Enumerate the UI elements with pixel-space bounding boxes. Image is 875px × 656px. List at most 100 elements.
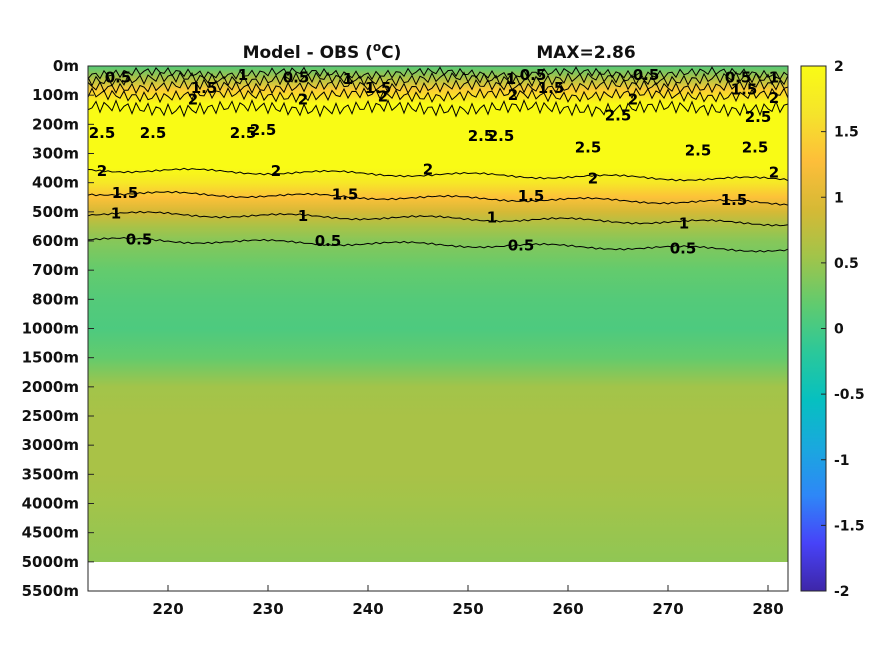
y-tick-label: 3000m — [22, 436, 79, 454]
contour-label: 2 — [423, 161, 433, 179]
contour-label: 2.5 — [488, 127, 515, 145]
y-tick-label: 800m — [32, 290, 79, 308]
contour-line — [87, 78, 789, 95]
colorbar-tick-label: 1.5 — [834, 125, 859, 141]
contour-label: 0.5 — [725, 69, 752, 87]
contour-lines — [87, 66, 789, 253]
contour-label: 1.5 — [721, 191, 748, 209]
contour-label: 2 — [298, 91, 308, 109]
y-tick-label: 400m — [32, 174, 79, 192]
contour-label: 2.5 — [250, 121, 277, 139]
contour-label: 1.5 — [112, 184, 139, 202]
colorbar-tick-label: -1 — [834, 453, 850, 469]
contour-label: 1.5 — [518, 187, 545, 205]
chart-title-text: Model - OBS (oC) — [243, 40, 402, 63]
contour-label: 2.5 — [745, 108, 772, 126]
contour-label: 2.5 — [575, 139, 602, 157]
y-tick-label: 2000m — [22, 378, 79, 396]
contour-label: 2 — [588, 169, 598, 187]
contour-line — [87, 87, 789, 104]
contour-label: 0.5 — [633, 66, 660, 84]
chart-title: Model - OBS (oC) MAX=2.86 — [243, 40, 636, 63]
y-tick-label: 200m — [32, 115, 79, 133]
colorbar-tick-label: -0.5 — [834, 387, 865, 403]
y-tick-label: 3500m — [22, 465, 79, 483]
colorbar-tick-label: 0 — [834, 322, 844, 338]
y-tick-label: 600m — [32, 232, 79, 250]
contour-line — [87, 99, 789, 118]
contour-label: 0.5 — [315, 232, 342, 250]
contour-label: 0.5 — [283, 69, 310, 87]
contour-label: 0.5 — [670, 239, 697, 257]
contour-label: 1.5 — [191, 79, 218, 97]
y-tick-label: 2500m — [22, 407, 79, 425]
contour-label: 1 — [238, 66, 248, 84]
colorbar-tick-label: 2 — [834, 59, 844, 75]
contour-label: 2.5 — [230, 124, 257, 142]
colorbar: 2 1.5 1 0.5 0 -0.5 -1 -1.5 -2 — [800, 59, 865, 600]
contour-label: 2 — [508, 86, 518, 104]
contour-label: 1.5 — [538, 79, 565, 97]
colorbar-tick-label: -1.5 — [834, 518, 865, 534]
contour-label: 2.5 — [685, 142, 712, 160]
contour-label: 1 — [298, 207, 308, 225]
contour-label: 1.5 — [365, 79, 392, 97]
y-tick-label: 5500m — [22, 582, 79, 600]
contour-label: 2 — [188, 91, 198, 109]
contour-label: 2 — [628, 91, 638, 109]
contour-label: 0.5 — [520, 66, 547, 84]
max-annotation: MAX=2.86 — [536, 43, 635, 63]
y-tick-label: 300m — [32, 145, 79, 163]
x-tick-label: 220 — [152, 600, 183, 618]
contour-label: 2.5 — [605, 107, 632, 125]
temperature-difference-field — [88, 66, 788, 562]
y-tick-label: 0m — [53, 57, 79, 75]
contour-label: 1 — [111, 204, 121, 222]
colorbar-ticks: 2 1.5 1 0.5 0 -0.5 -1 -1.5 -2 — [821, 59, 865, 600]
contour-label: 2 — [378, 88, 388, 106]
contour-label: 1 — [487, 209, 497, 227]
x-tick-label: 240 — [352, 600, 383, 618]
x-tick-label: 280 — [752, 600, 783, 618]
y-tick-label: 4500m — [22, 524, 79, 542]
contour-label: 1 — [679, 215, 689, 233]
y-tick-label: 1000m — [22, 320, 79, 338]
contour-label: 2 — [769, 164, 779, 182]
contour-label: 1.5 — [731, 80, 758, 98]
contour-label: 2.5 — [140, 124, 167, 142]
x-tick-label: 250 — [452, 600, 483, 618]
contour-label: 2.5 — [742, 139, 769, 157]
contour-line — [87, 236, 789, 253]
contour-line — [87, 210, 789, 227]
contour-label: 0.5 — [126, 231, 153, 249]
y-tick-label: 1500m — [22, 349, 79, 367]
contour-label: 2 — [769, 89, 779, 107]
y-tick-label: 5000m — [22, 553, 79, 571]
y-tick-label: 4000m — [22, 495, 79, 513]
contour-line — [87, 190, 789, 206]
contour-line — [87, 66, 789, 81]
title-superscript: o — [373, 40, 381, 54]
contour-label: 2.5 — [89, 124, 116, 142]
contour-label: 1 — [769, 69, 779, 87]
x-tick-label: 230 — [252, 600, 283, 618]
contour-line — [87, 71, 789, 88]
y-axis: 0m 100m 200m 300m 400m 500m 600m 700m 800m 1000m 1… — [22, 57, 94, 600]
contour-line — [87, 167, 789, 182]
contour-label: 0.5 — [105, 69, 132, 87]
contour-label: 1 — [343, 70, 353, 88]
contour-label: 1 — [506, 70, 516, 88]
y-tick-label: 100m — [32, 86, 79, 104]
y-tick-label: 700m — [32, 261, 79, 279]
colorbar-tick-label: 1 — [834, 190, 844, 206]
contour-label: 2.5 — [468, 127, 495, 145]
contour-label: 1.5 — [332, 185, 359, 203]
x-tick-label: 260 — [552, 600, 583, 618]
colorbar-tick-label: -2 — [834, 584, 850, 600]
y-tick-label: 500m — [32, 203, 79, 221]
contour-label: 2 — [271, 162, 281, 180]
colorbar-tick-label: 0.5 — [834, 256, 859, 272]
